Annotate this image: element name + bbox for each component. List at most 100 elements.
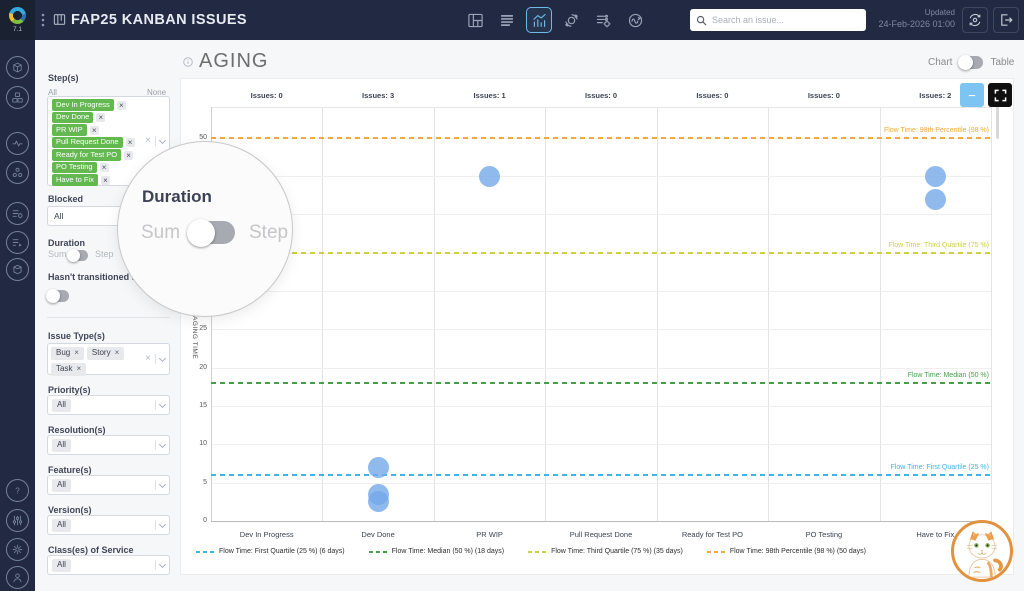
chevron-down-icon[interactable] (158, 354, 167, 362)
step-tag-row: Have to Fix × (52, 174, 135, 186)
remove-tag-button[interactable]: × (96, 113, 106, 122)
search-icon (696, 15, 707, 26)
clear-selection-icon[interactable]: × (145, 353, 151, 364)
zoom-out-button[interactable]: − (960, 83, 984, 107)
package-icon[interactable] (6, 56, 29, 79)
legend-item[interactable]: Flow Time: First Quartile (25 %) (6 days… (196, 548, 345, 555)
step-tag-row: Dev Done × (52, 111, 135, 124)
search-input[interactable] (712, 15, 860, 25)
box-icon[interactable] (6, 258, 29, 281)
list-settings-icon[interactable] (6, 202, 29, 225)
issues-count-label: Issues: 0 (584, 91, 618, 100)
fullscreen-button[interactable] (988, 83, 1012, 107)
data-point[interactable] (367, 456, 389, 478)
y-axis-tick-label: 25 (199, 325, 207, 333)
issues-count-label: Issues: 0 (696, 91, 729, 100)
magnified-step-label: Step (249, 222, 289, 243)
data-point[interactable] (479, 165, 501, 187)
data-point[interactable] (924, 188, 946, 210)
select-separator (155, 440, 156, 450)
transition-toggle[interactable] (46, 289, 69, 303)
column-gridline (545, 107, 547, 521)
board-view-icon[interactable] (462, 7, 488, 33)
cycle-view-icon[interactable] (558, 7, 584, 33)
data-point[interactable] (924, 165, 946, 187)
class-of-service-value-chip: All (52, 559, 71, 572)
filters-icon[interactable] (6, 509, 29, 532)
reference-line-label: Flow Time: 98th Percentile (98 %) (883, 126, 989, 134)
remove-tag-button[interactable]: × (99, 163, 109, 172)
chart-view-icon[interactable] (526, 7, 552, 33)
help-icon[interactable]: ? (6, 479, 29, 502)
sync-button[interactable] (962, 7, 988, 33)
legend-label: Flow Time: 98th Percentile (98 %) (50 da… (729, 548, 866, 555)
components-icon[interactable] (6, 161, 29, 184)
y-gridline (211, 329, 991, 331)
issues-count-label: Issues: 0 (807, 91, 840, 100)
select-separator (155, 400, 156, 410)
steps-select-none-link[interactable]: None (147, 88, 167, 97)
legend-item[interactable]: Flow Time: 98th Percentile (98 %) (50 da… (706, 548, 866, 555)
work-items-view-icon[interactable] (590, 7, 616, 33)
remove-tag-button[interactable]: × (76, 363, 82, 373)
issue-types-multiselect[interactable]: Bug × Story × Task × × (47, 343, 170, 376)
remove-tag-button[interactable]: × (125, 138, 135, 147)
app-logo[interactable]: 7.1 (0, 0, 35, 40)
select-separator (155, 354, 156, 364)
user-icon[interactable] (6, 566, 29, 589)
steps-select-all-link[interactable]: All (48, 88, 57, 97)
remove-tag-button[interactable]: × (124, 150, 134, 160)
duration-toggle[interactable] (67, 249, 88, 262)
scrollbar-thumb[interactable] (996, 99, 999, 139)
modules-icon[interactable] (6, 86, 29, 109)
x-axis-label: Dev Done (361, 530, 395, 539)
logout-button[interactable] (993, 7, 1019, 33)
magnified-sum-label: Sum (141, 222, 181, 243)
priority-value-chip: All (52, 399, 71, 412)
steps-multiselect[interactable]: Dev In Progress × Dev Done × PR WIP × Pull Req… (47, 96, 170, 186)
magnified-duration-toggle[interactable] (187, 218, 235, 247)
svg-text:?: ? (15, 486, 20, 495)
pulse-icon[interactable] (6, 132, 29, 155)
chevron-down-icon[interactable] (158, 560, 167, 568)
data-point[interactable] (367, 491, 389, 513)
chevron-down-icon[interactable] (158, 520, 167, 528)
priority-select[interactable]: All (47, 395, 170, 415)
remove-tag-button[interactable]: × (100, 175, 110, 185)
assistant-cat-avatar[interactable] (951, 520, 1013, 582)
menu-dots-icon[interactable] (41, 13, 45, 27)
chevron-down-icon[interactable] (158, 440, 167, 448)
remove-tag-button[interactable]: × (74, 348, 79, 357)
info-icon[interactable] (183, 56, 193, 67)
clear-selection-icon[interactable]: × (145, 135, 151, 146)
class-of-service-select[interactable]: All (47, 555, 170, 575)
duration-step-label: Step (95, 249, 114, 259)
view-mode-toggle[interactable] (958, 55, 984, 70)
y-gridline (211, 291, 991, 292)
select-separator (155, 136, 156, 146)
legend-item[interactable]: Flow Time: Median (50 %) (18 days) (368, 548, 504, 555)
feature-label: Feature(s) (48, 465, 92, 475)
select-separator (155, 480, 156, 490)
remove-tag-button[interactable]: × (89, 125, 99, 135)
feature-select[interactable]: All (47, 475, 170, 495)
remove-tag-button[interactable]: × (116, 100, 126, 110)
settings-icon[interactable] (6, 538, 29, 561)
issue-type-tags-list: Bug × Story × Task × (48, 344, 148, 379)
list-run-icon[interactable] (6, 231, 29, 254)
version-select[interactable]: All (47, 515, 170, 535)
legend-item[interactable]: Flow Time: Third Quartile (75 %) (35 day… (528, 548, 683, 555)
chevron-down-icon[interactable] (158, 480, 167, 488)
top-bar: 7.1 FAP25 KANBAN ISSUES Updated 24-Feb-2… (0, 0, 1024, 40)
resolution-select[interactable]: All (47, 435, 170, 455)
chevron-down-icon[interactable] (158, 400, 167, 408)
list-view-icon[interactable] (494, 7, 520, 33)
issue-type-tag: Story × (86, 347, 125, 360)
chevron-down-icon[interactable] (158, 136, 167, 144)
flow-view-icon[interactable] (622, 7, 648, 33)
legend-dash-marker (706, 550, 725, 553)
column-gridline (768, 107, 770, 521)
app-version: 7.1 (12, 26, 23, 33)
steps-tags-list: Dev In Progress × Dev Done × PR WIP × Pull Req… (49, 98, 138, 187)
remove-tag-button[interactable]: × (114, 348, 120, 357)
